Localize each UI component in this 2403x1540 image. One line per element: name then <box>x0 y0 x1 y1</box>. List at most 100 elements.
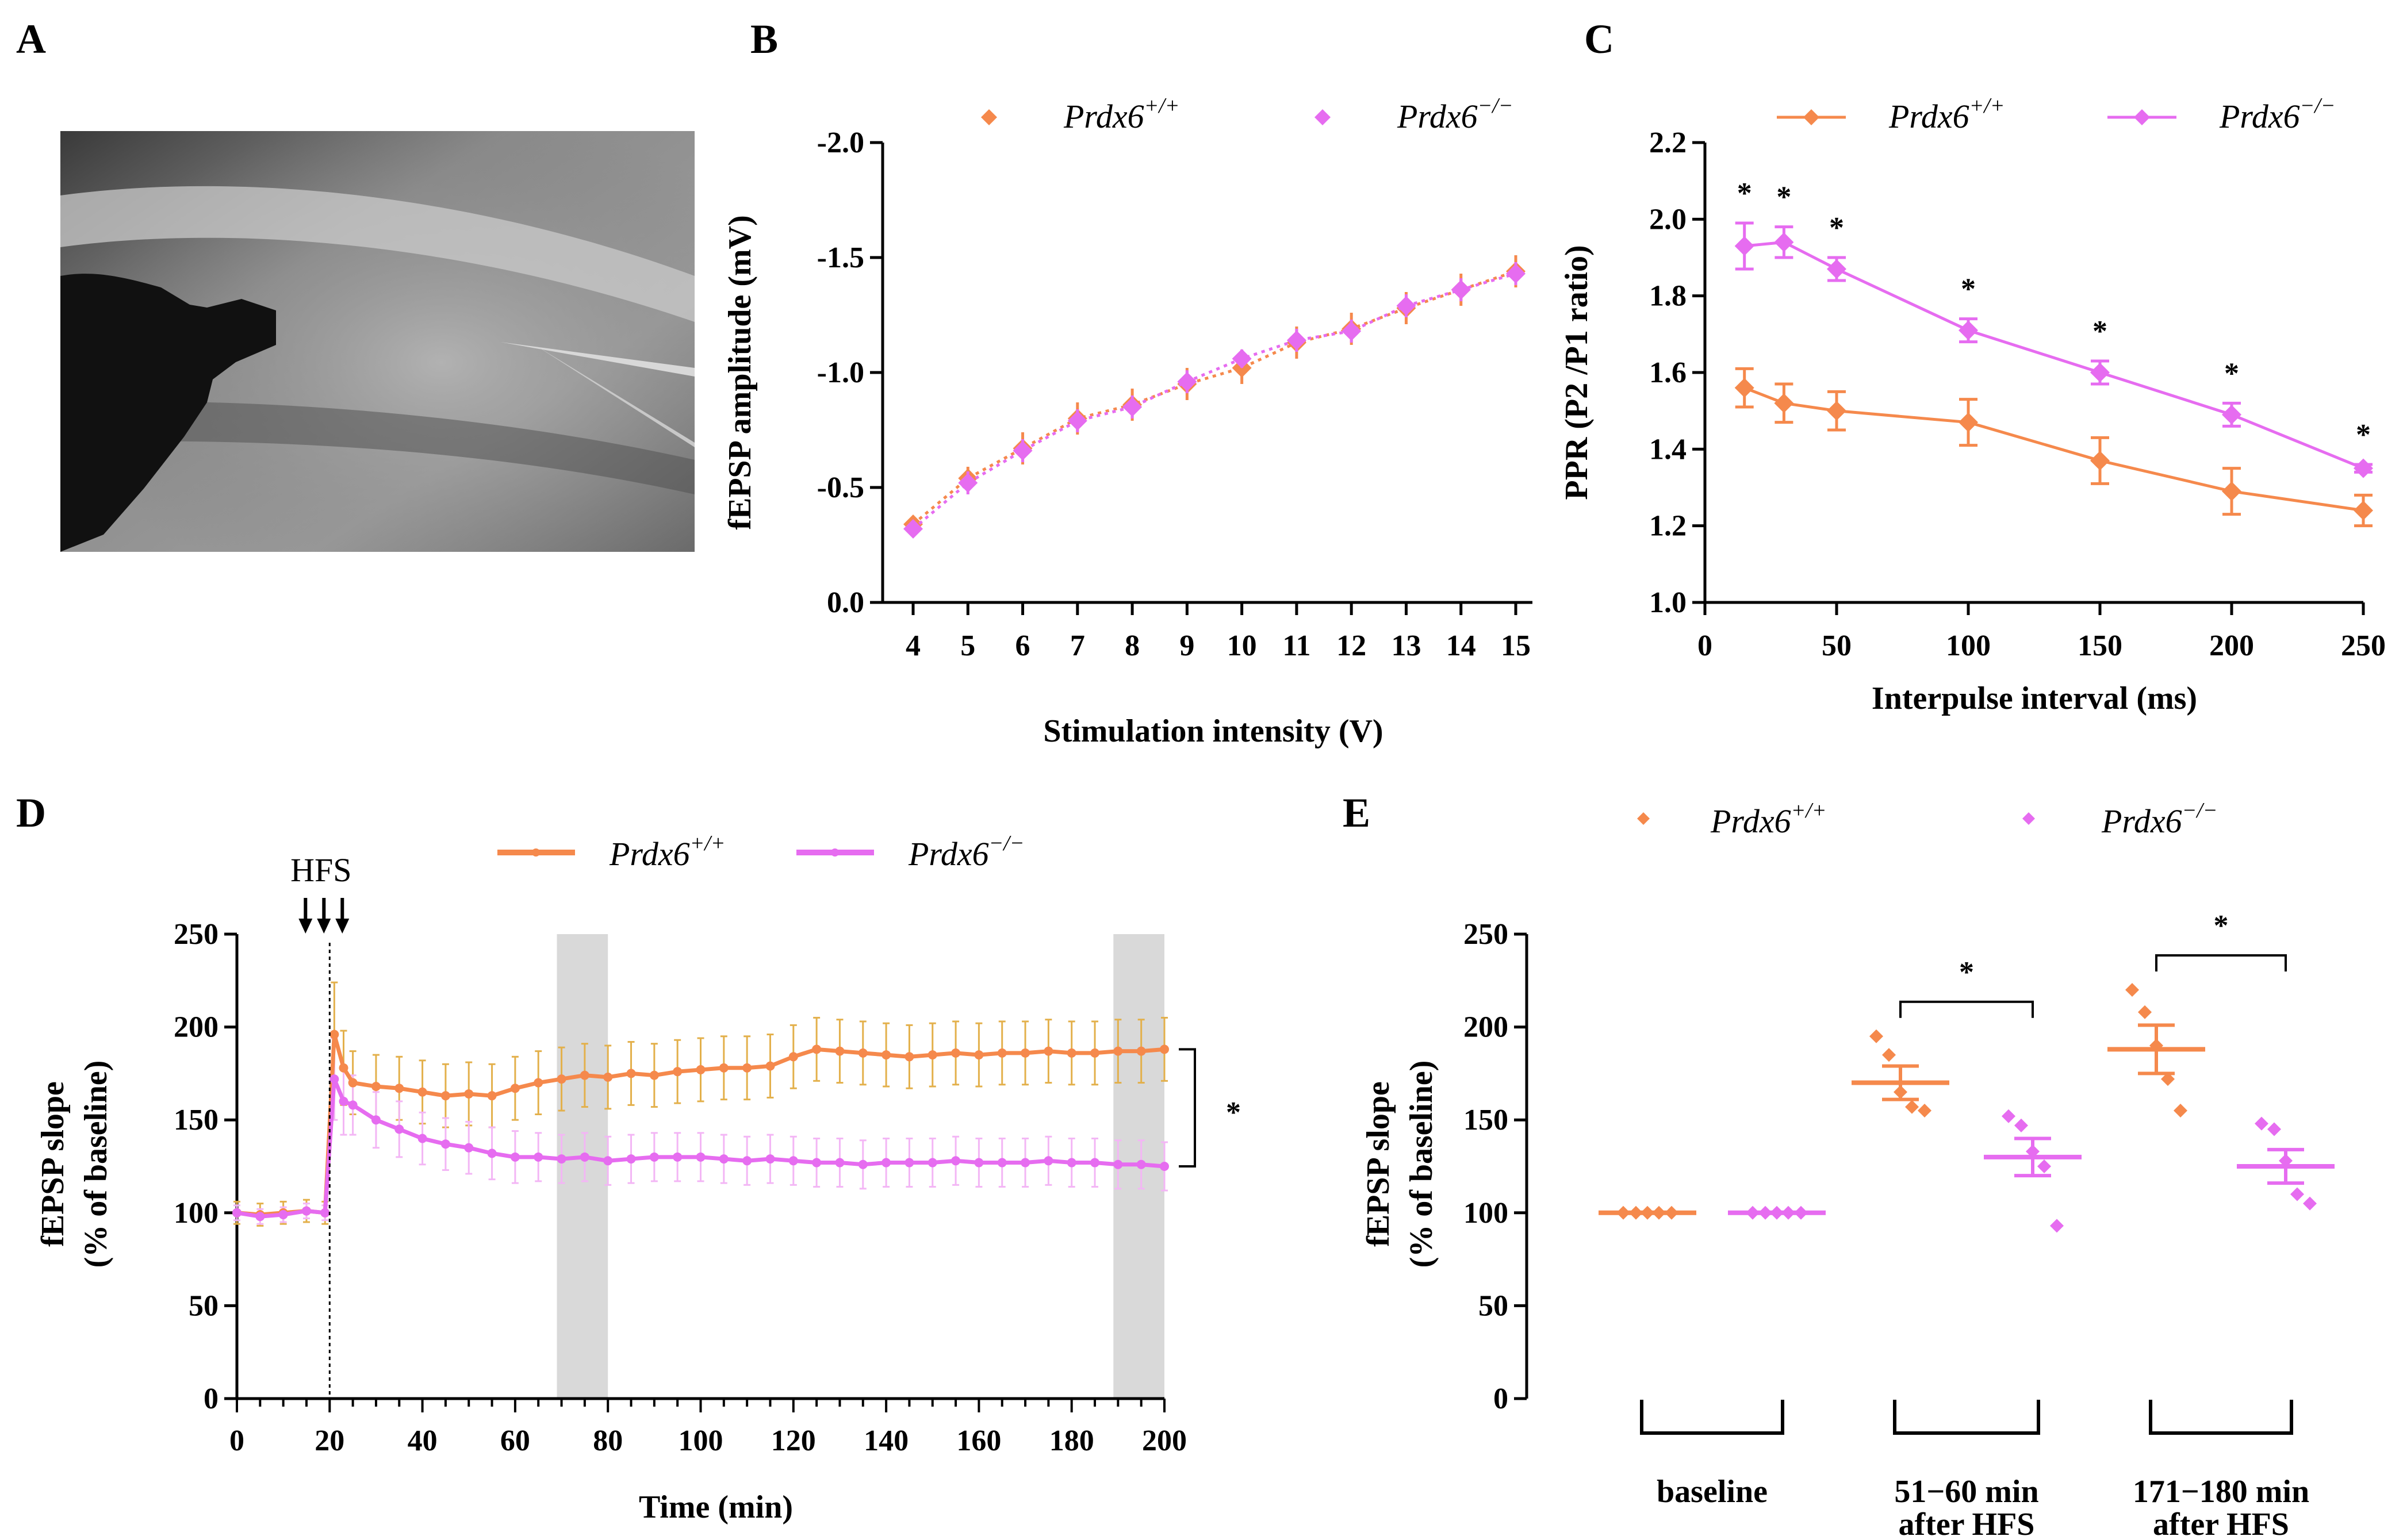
panel-d-legend: Prdx6+/+ Prdx6−/− <box>497 831 1024 873</box>
chart-e-point <box>2125 982 2139 997</box>
chart-d-point <box>1044 1156 1053 1166</box>
chart-b-x-tick-label: 15 <box>1501 629 1531 662</box>
chart-d-point <box>557 1074 566 1084</box>
chart-c-y-tick-label: 2.0 <box>1649 203 1687 236</box>
panel-label-d: D <box>16 790 46 836</box>
chart-c-significance: * <box>2224 357 2239 390</box>
chart-c-significance: * <box>1829 212 1844 244</box>
chart-c-point <box>1827 259 1846 279</box>
chart-b-x-tick-label: 12 <box>1336 629 1366 662</box>
chart-d-x-tick-label: 180 <box>1049 1424 1094 1457</box>
legend-b-wt: Prdx6+/+ <box>1063 94 1179 135</box>
chart-d-point <box>440 1139 450 1149</box>
chart-d-point <box>580 1152 589 1162</box>
chart-c-point <box>1959 320 1978 340</box>
chart-d-point <box>371 1082 381 1092</box>
chart-d-point <box>329 1030 339 1039</box>
chart-d-point <box>510 1084 520 1093</box>
chart-d-x-tick-label: 140 <box>864 1424 909 1457</box>
chart-b-x-tick-label: 14 <box>1446 629 1476 662</box>
chart-d-point <box>1090 1048 1100 1058</box>
chart-d-point <box>997 1048 1007 1058</box>
chart-c-point <box>2354 458 2373 478</box>
chart-c-significance: * <box>1961 273 1976 306</box>
chart-d-hfs-label: HFS <box>290 851 351 889</box>
chart-c-point <box>1734 236 1754 256</box>
chart-d-ylabel-1: fEPSP slope <box>35 1081 71 1247</box>
chart-b-xlabel: Stimulation intensity (V) <box>1043 713 1383 749</box>
chart-d-point <box>882 1050 891 1060</box>
chart-c-x-tick-label: 250 <box>2341 629 2386 662</box>
chart-d-x-tick-label: 100 <box>679 1424 723 1457</box>
chart-e-significance-bracket <box>1899 1000 2034 1018</box>
legend-e-ko: Prdx6−/− <box>2101 798 2217 840</box>
chart-b-series-line-0 <box>912 270 1516 525</box>
chart-d-y-tick-label: 150 <box>174 1104 219 1136</box>
chart-e-point <box>2014 1118 2028 1132</box>
chart-d-point <box>1021 1048 1030 1058</box>
chart-d-point <box>765 1154 775 1164</box>
chart-b: 0.0 -0.5 -1.0 -1.5 -2.0 4 5 6 7 8 9 10 11 12 13 14 15 <box>817 126 1532 662</box>
panel-e-legend: Prdx6+/+ Prdx6−/− <box>1637 798 2217 840</box>
chart-e-point <box>1869 1029 1883 1043</box>
chart-d-point <box>1113 1159 1123 1169</box>
chart-d-point <box>858 1048 868 1058</box>
chart-d-point <box>603 1072 613 1082</box>
chart-c-xlabel: Interpulse interval (ms) <box>1872 681 2197 716</box>
chart-d-point <box>835 1158 845 1168</box>
chart-d-point <box>278 1210 288 1220</box>
chart-c: 1.0 1.2 1.4 1.6 1.8 2.0 2.2 0 50 100 150 200 250 * * * *… <box>1649 126 2386 662</box>
chart-b-x-tick-label: 5 <box>960 629 975 662</box>
chart-c-x-tick-label: 150 <box>2078 629 2122 662</box>
chart-d-point <box>719 1154 729 1164</box>
chart-e-ylabel-1: fEPSP slope <box>1360 1081 1396 1247</box>
chart-d-point <box>440 1091 450 1101</box>
chart-d-x-tick-label: 0 <box>229 1424 244 1457</box>
chart-c-y-tick-label: 1.0 <box>1649 586 1687 619</box>
chart-d-point <box>974 1050 984 1060</box>
chart-d-x-tick-label: 60 <box>500 1424 530 1457</box>
chart-c-point <box>1774 232 1794 252</box>
chart-d-hfs-arrow-head <box>298 919 313 934</box>
chart-b-point <box>1013 441 1033 460</box>
chart-d-point <box>788 1156 798 1166</box>
chart-e-point <box>2303 1196 2317 1211</box>
chart-b-x-tick-label: 4 <box>906 629 921 662</box>
legend-e-wt: Prdx6+/+ <box>1710 798 1826 840</box>
chart-b-point <box>903 519 923 539</box>
chart-e-group-label-2: after HFS <box>1899 1507 2035 1540</box>
chart-e-ylabel-2: (% of baseline) <box>1404 1061 1439 1268</box>
chart-c-y-tick-label: 1.2 <box>1649 510 1687 543</box>
chart-b-y-tick-label: -1.5 <box>817 241 864 274</box>
chart-d-point <box>464 1143 474 1153</box>
chart-d-point <box>742 1063 752 1073</box>
chart-e-significance-bracket <box>2155 954 2287 971</box>
chart-d-point <box>320 1208 330 1218</box>
chart-d-x-tick-label: 160 <box>956 1424 1001 1457</box>
chart-d-xlabel: Time (min) <box>639 1489 793 1525</box>
chart-d-point <box>1136 1159 1146 1169</box>
chart-b-x-tick-label: 13 <box>1391 629 1421 662</box>
chart-d-point <box>417 1087 427 1097</box>
chart-d-point <box>1021 1158 1030 1168</box>
chart-d-point <box>301 1206 311 1216</box>
chart-e-point <box>1882 1048 1896 1062</box>
chart-e-point <box>1918 1104 1931 1118</box>
legend-b-ko-marker <box>1314 109 1331 125</box>
chart-d-point <box>951 1048 961 1058</box>
chart-c-ylabel: PPR (P2 /P1 ratio) <box>1559 245 1595 500</box>
chart-c-y-tick-label: 1.8 <box>1649 280 1687 313</box>
chart-d-hfs-arrow-head <box>335 919 350 934</box>
chart-d-point <box>812 1044 822 1054</box>
chart-b-x-tick-label: 8 <box>1125 629 1140 662</box>
chart-e-significance: * <box>2214 909 2229 942</box>
chart-d-point <box>255 1212 265 1222</box>
chart-c-significance: * <box>1776 181 1791 214</box>
chart-b-point <box>1067 411 1087 431</box>
chart-b-point <box>1506 264 1526 283</box>
chart-d-point <box>1044 1046 1053 1056</box>
legend-d-wt: Prdx6+/+ <box>609 831 725 873</box>
chart-e-point <box>2037 1159 2051 1173</box>
chart-d-point <box>905 1052 914 1062</box>
chart-d-point <box>232 1208 242 1218</box>
